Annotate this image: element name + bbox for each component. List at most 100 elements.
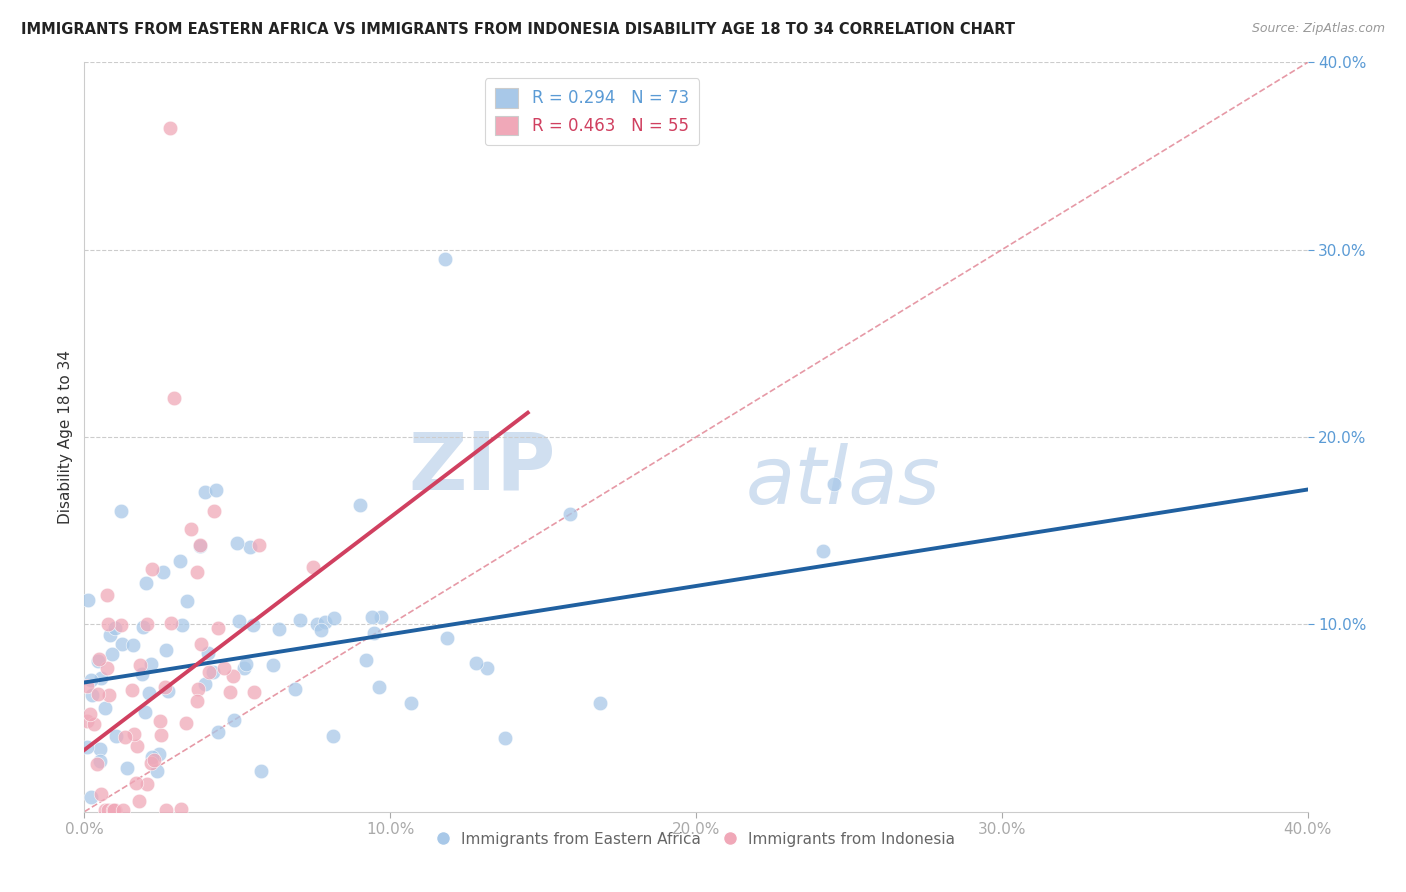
Point [160,616,183,631]
Point [349,498,371,512]
Point [143,753,166,767]
Point [138,685,160,699]
Text: IMMIGRANTS FROM EASTERN AFRICA VS IMMIGRANTS FROM INDONESIA DISABILITY AGE 18 TO: IMMIGRANTS FROM EASTERN AFRICA VS IMMIGR… [21,22,1015,37]
Point [589,696,612,710]
Point [370,610,392,624]
Point [823,476,845,491]
Point [169,554,191,568]
Point [232,661,254,675]
Point [77,592,100,607]
Point [250,764,273,778]
Point [361,610,384,624]
Point [103,803,125,817]
Point [284,681,307,696]
Point [314,615,336,629]
Point [475,661,498,675]
Point [188,538,211,552]
Point [148,747,170,761]
Point [190,637,212,651]
Point [321,729,343,743]
Point [194,484,217,499]
Point [202,503,225,517]
Point [190,539,212,553]
Point [194,677,217,691]
Text: Source: ZipAtlas.com: Source: ZipAtlas.com [1251,22,1385,36]
Point [207,725,229,739]
Point [149,714,172,729]
Text: atlas: atlas [745,443,941,521]
Point [212,660,235,674]
Point [172,618,194,632]
Point [155,803,177,817]
Point [226,535,249,549]
Point [80,789,103,804]
Point [76,678,98,692]
Point [89,652,111,666]
Point [110,504,132,518]
Point [97,688,120,702]
Point [174,716,197,731]
Point [86,757,108,772]
Point [128,794,150,808]
Point [122,638,145,652]
Point [139,756,162,770]
Point [141,750,163,764]
Point [222,669,245,683]
Point [111,637,134,651]
Point [121,683,143,698]
Point [98,628,121,642]
Point [180,522,202,536]
Point [354,653,377,667]
Point [157,684,180,698]
Point [90,671,112,685]
Point [83,716,105,731]
Point [197,646,219,660]
Point [176,594,198,608]
Point [125,775,148,789]
Point [87,687,110,701]
Point [309,623,332,637]
Point [124,727,146,741]
Point [80,673,103,687]
Point [89,754,111,768]
Point [149,729,172,743]
Point [228,615,250,629]
Point [104,803,127,817]
Point [76,740,98,755]
Point [558,507,581,521]
Point [152,566,174,580]
Point [136,777,159,791]
Point [323,611,346,625]
Y-axis label: Disability Age 18 to 34: Disability Age 18 to 34 [58,350,73,524]
Point [367,680,389,694]
Point [218,685,240,699]
Point [129,658,152,673]
Point [101,803,124,817]
Point [205,483,228,497]
Point [115,761,138,775]
Point [101,648,124,662]
Point [141,562,163,576]
Point [267,622,290,636]
Point [239,540,262,554]
Point [288,613,311,627]
Point [235,657,257,671]
Point [134,705,156,719]
Point [94,803,117,817]
Point [82,688,104,702]
Point [243,685,266,699]
Point [401,696,423,710]
Point [87,654,110,668]
Point [155,643,177,657]
Point [132,620,155,634]
Point [114,730,136,744]
Point [90,787,112,801]
Point [187,681,209,696]
Point [201,665,224,679]
Point [811,544,834,558]
Point [198,665,221,679]
Point [159,120,181,135]
Point [146,764,169,778]
Point [135,617,157,632]
Point [224,713,246,727]
